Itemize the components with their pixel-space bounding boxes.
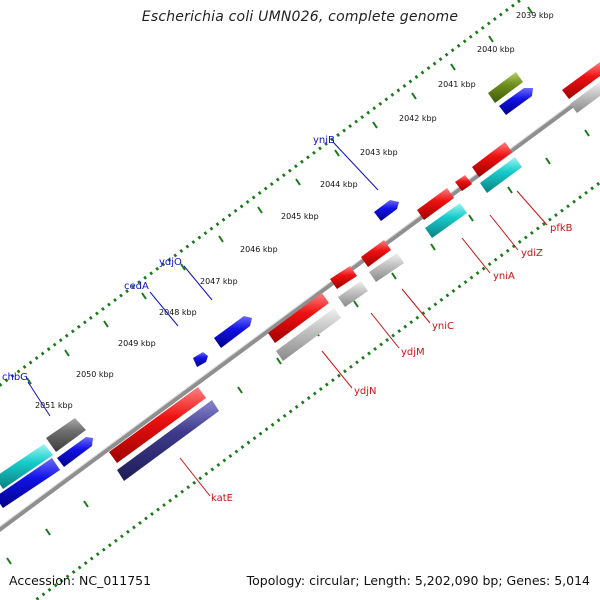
kbp-label: 2045 kbp bbox=[281, 212, 319, 221]
gene-feature bbox=[0, 458, 60, 508]
gene-feature bbox=[488, 72, 523, 103]
gene-label: pfkB bbox=[550, 223, 573, 234]
gene-labels-upper: yniB ydjO cedA chbG bbox=[2, 135, 335, 383]
gene-label: yniB bbox=[313, 135, 335, 146]
topology-label: Topology: circular; Length: 5,202,090 bp… bbox=[246, 573, 590, 588]
gene-feature bbox=[117, 400, 219, 481]
gene-feature bbox=[369, 253, 404, 282]
gene-feature bbox=[109, 387, 206, 463]
gene-feature bbox=[214, 316, 252, 348]
gene-feature bbox=[46, 418, 86, 452]
kbp-label: 2051 kbp bbox=[35, 401, 73, 410]
kbp-labels: 2039 kbp 2040 kbp 2041 kbp 2042 kbp 2043… bbox=[35, 11, 554, 410]
kbp-label: 2039 kbp bbox=[516, 11, 554, 20]
gene-feature bbox=[455, 175, 472, 191]
gene-label: yniC bbox=[432, 321, 454, 332]
gene-label: ydiZ bbox=[521, 248, 543, 259]
gene-feature bbox=[472, 142, 512, 177]
gene-feature bbox=[276, 308, 341, 361]
gene-feature bbox=[268, 293, 329, 343]
gene-label: ydjO bbox=[159, 257, 182, 268]
gene-feature bbox=[361, 240, 391, 267]
kbp-label: 2043 kbp bbox=[360, 148, 398, 157]
gene-feature bbox=[374, 200, 399, 221]
accession-label: Accession: NC_011751 bbox=[9, 573, 152, 588]
kbp-label: 2049 kbp bbox=[118, 339, 156, 348]
gene-labels-lower: pfkB ydiZ yniA yniC ydjM ydjN katE bbox=[211, 223, 573, 504]
gene-feature bbox=[499, 88, 533, 115]
gene-feature bbox=[562, 62, 600, 99]
gene-label: chbG bbox=[2, 372, 28, 383]
gene-feature bbox=[480, 157, 522, 193]
kbp-label: 2050 kbp bbox=[76, 370, 114, 379]
map-title: Escherichia coli UMN026, complete genome bbox=[141, 9, 459, 25]
gene-label: katE bbox=[211, 493, 233, 504]
label-leaders bbox=[27, 141, 548, 497]
kbp-label: 2041 kbp bbox=[438, 80, 476, 89]
gene-features-forward bbox=[0, 62, 600, 508]
gene-feature bbox=[57, 437, 93, 467]
gene-feature bbox=[0, 444, 53, 489]
gene-feature bbox=[330, 266, 357, 289]
kbp-label: 2040 kbp bbox=[477, 45, 515, 54]
gene-feature bbox=[570, 82, 600, 113]
gene-feature bbox=[338, 281, 368, 307]
gene-label: ydjM bbox=[401, 347, 425, 358]
gene-feature bbox=[193, 352, 208, 367]
gene-features-reverse bbox=[109, 142, 522, 481]
kbp-label: 2047 kbp bbox=[200, 277, 238, 286]
upper-ruler-ticks bbox=[26, 6, 533, 385]
gene-feature bbox=[417, 188, 454, 220]
gene-label: cedA bbox=[124, 281, 149, 292]
genome-backbone bbox=[0, 53, 600, 557]
gene-feature bbox=[425, 203, 467, 238]
kbp-label: 2042 kbp bbox=[399, 114, 437, 123]
gene-label: ydjN bbox=[354, 386, 377, 397]
kbp-label: 2048 kbp bbox=[159, 308, 197, 317]
gene-label: yniA bbox=[493, 271, 515, 282]
kbp-label: 2046 kbp bbox=[240, 245, 278, 254]
kbp-label: 2044 kbp bbox=[320, 180, 358, 189]
